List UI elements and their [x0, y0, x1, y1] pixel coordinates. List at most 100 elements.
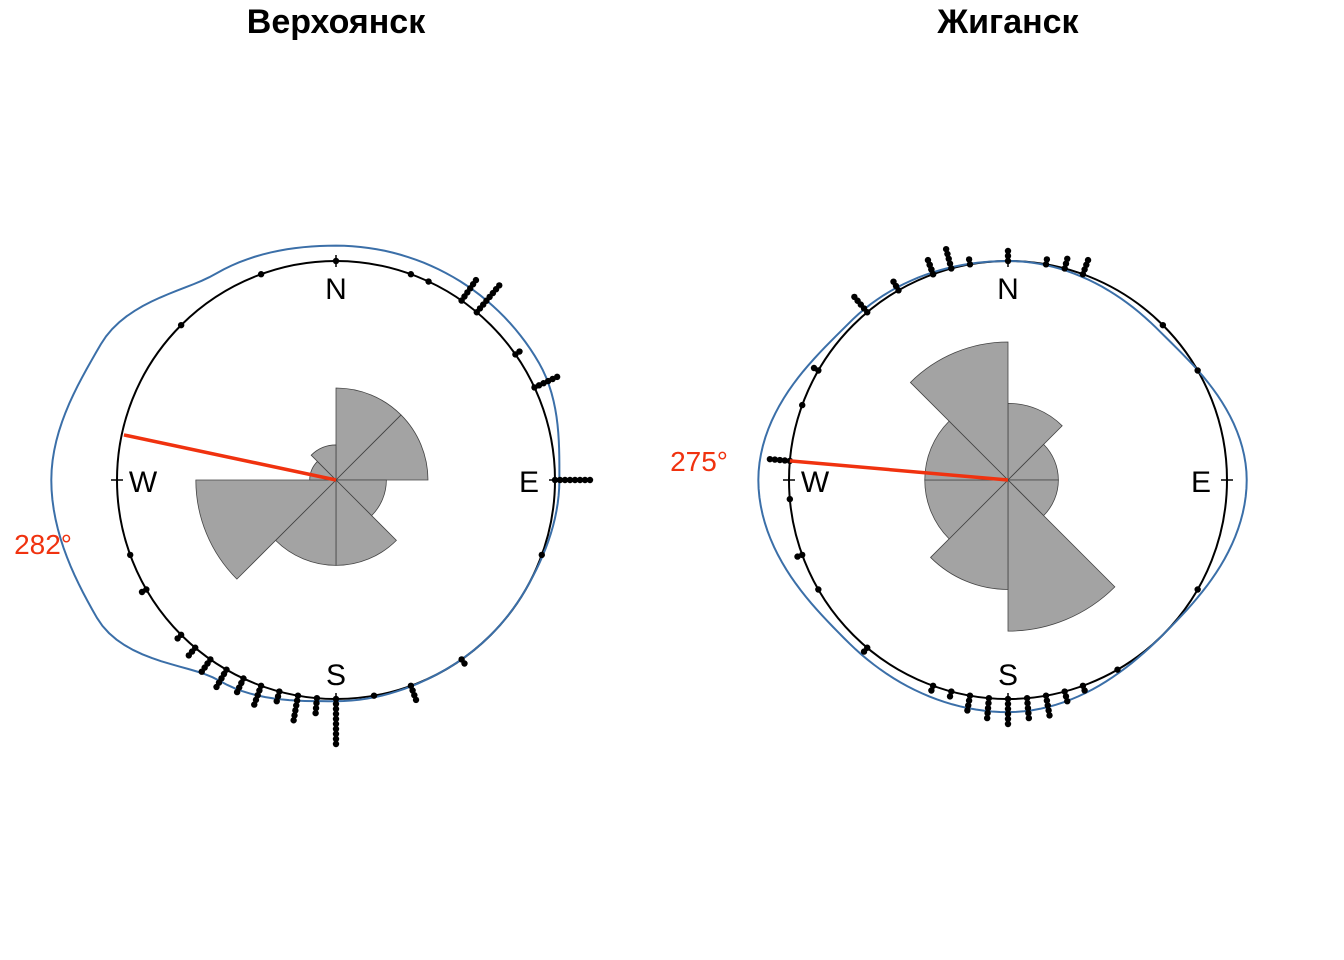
observation-point	[332, 705, 340, 713]
observation-point	[944, 250, 951, 258]
observation-point	[551, 476, 559, 484]
observation-point	[291, 712, 298, 719]
observation-point	[1061, 265, 1068, 272]
mean-direction-label: 282°	[14, 529, 72, 560]
observation-point	[516, 348, 523, 355]
observation-point	[177, 321, 185, 329]
observation-point	[332, 730, 340, 738]
observation-point	[538, 551, 545, 559]
observation-point	[312, 709, 319, 717]
observation-point	[776, 456, 784, 464]
observation-point	[127, 551, 134, 559]
observation-point	[1194, 586, 1201, 593]
observation-point	[1004, 252, 1012, 260]
observation-point	[332, 740, 340, 748]
observation-point	[293, 697, 301, 704]
observation-point	[966, 261, 974, 268]
mean-direction-label: 275°	[670, 446, 728, 477]
observation-point	[586, 476, 594, 484]
observation-point	[1024, 704, 1032, 712]
observation-point	[983, 714, 991, 722]
observation-point	[274, 693, 282, 700]
observation-point	[1004, 705, 1012, 713]
observation-point	[1043, 697, 1051, 704]
rose-sector	[924, 479, 1009, 540]
observation-point	[425, 278, 432, 285]
observation-point	[332, 715, 340, 723]
observation-point	[1004, 700, 1012, 708]
observation-point	[290, 717, 297, 724]
observation-point	[566, 476, 574, 484]
observation-point	[294, 692, 302, 699]
observation-point	[1024, 699, 1031, 707]
observation-point	[815, 586, 822, 593]
observation-point	[332, 710, 340, 718]
observation-point	[890, 278, 897, 285]
observation-point	[332, 725, 340, 733]
observation-point	[1114, 666, 1121, 673]
observation-point	[928, 687, 935, 694]
observation-point	[292, 707, 299, 714]
observation-point	[332, 700, 340, 708]
mean-vector	[789, 459, 1009, 482]
observation-point	[860, 648, 868, 655]
observation-point	[1004, 720, 1012, 728]
rose-sector	[195, 479, 337, 580]
compass-label-east: E	[1191, 466, 1211, 499]
observation-point	[1004, 247, 1012, 255]
observation-point	[1045, 707, 1052, 714]
rose-sector	[909, 341, 1009, 481]
compass-label-north: N	[997, 273, 1019, 306]
rose-sector	[275, 479, 337, 566]
observation-point	[966, 692, 974, 699]
panel-title: Верхоянск	[247, 3, 426, 41]
observation-point	[553, 373, 561, 381]
observation-point	[794, 553, 801, 560]
observation-point	[174, 635, 181, 642]
circular-plot	[757, 245, 1248, 728]
compass-label-west: W	[801, 466, 830, 499]
observation-point	[313, 699, 320, 707]
observation-point	[412, 696, 420, 704]
observation-point	[276, 688, 283, 695]
observation-point	[138, 588, 146, 596]
observation-point	[965, 702, 972, 709]
observation-point	[370, 692, 378, 699]
observation-point	[1023, 694, 1031, 702]
observation-point	[461, 660, 468, 667]
panel-title: Жиганск	[936, 3, 1079, 41]
observation-point	[985, 694, 993, 702]
observation-point	[1046, 712, 1053, 719]
compass-label-east: E	[519, 466, 539, 499]
observation-point	[556, 476, 564, 484]
circular-plot	[50, 244, 594, 748]
observation-point	[851, 293, 858, 301]
observation-point	[799, 401, 806, 409]
observation-point	[571, 476, 579, 484]
observation-point	[1025, 714, 1033, 722]
observation-point	[312, 704, 320, 712]
observation-point	[1081, 687, 1088, 694]
observation-point	[257, 271, 265, 278]
observation-point	[332, 720, 340, 728]
observation-point	[965, 697, 973, 704]
observation-point	[251, 701, 258, 708]
observation-point	[407, 271, 415, 278]
observation-point	[1061, 688, 1068, 695]
observation-point	[810, 364, 818, 372]
observation-point	[1064, 255, 1071, 262]
observation-point	[1042, 261, 1050, 268]
compass-label-south: S	[326, 659, 346, 692]
observation-point	[233, 688, 241, 696]
observation-point	[213, 683, 220, 691]
observation-point	[1159, 321, 1167, 329]
rose-sector	[335, 387, 402, 481]
rose-sector	[930, 479, 1009, 590]
observation-point	[273, 698, 280, 705]
rose-sector	[335, 479, 397, 566]
observation-point	[942, 245, 950, 253]
observation-point	[581, 476, 589, 484]
observation-point	[198, 668, 205, 675]
observation-point	[293, 702, 300, 709]
